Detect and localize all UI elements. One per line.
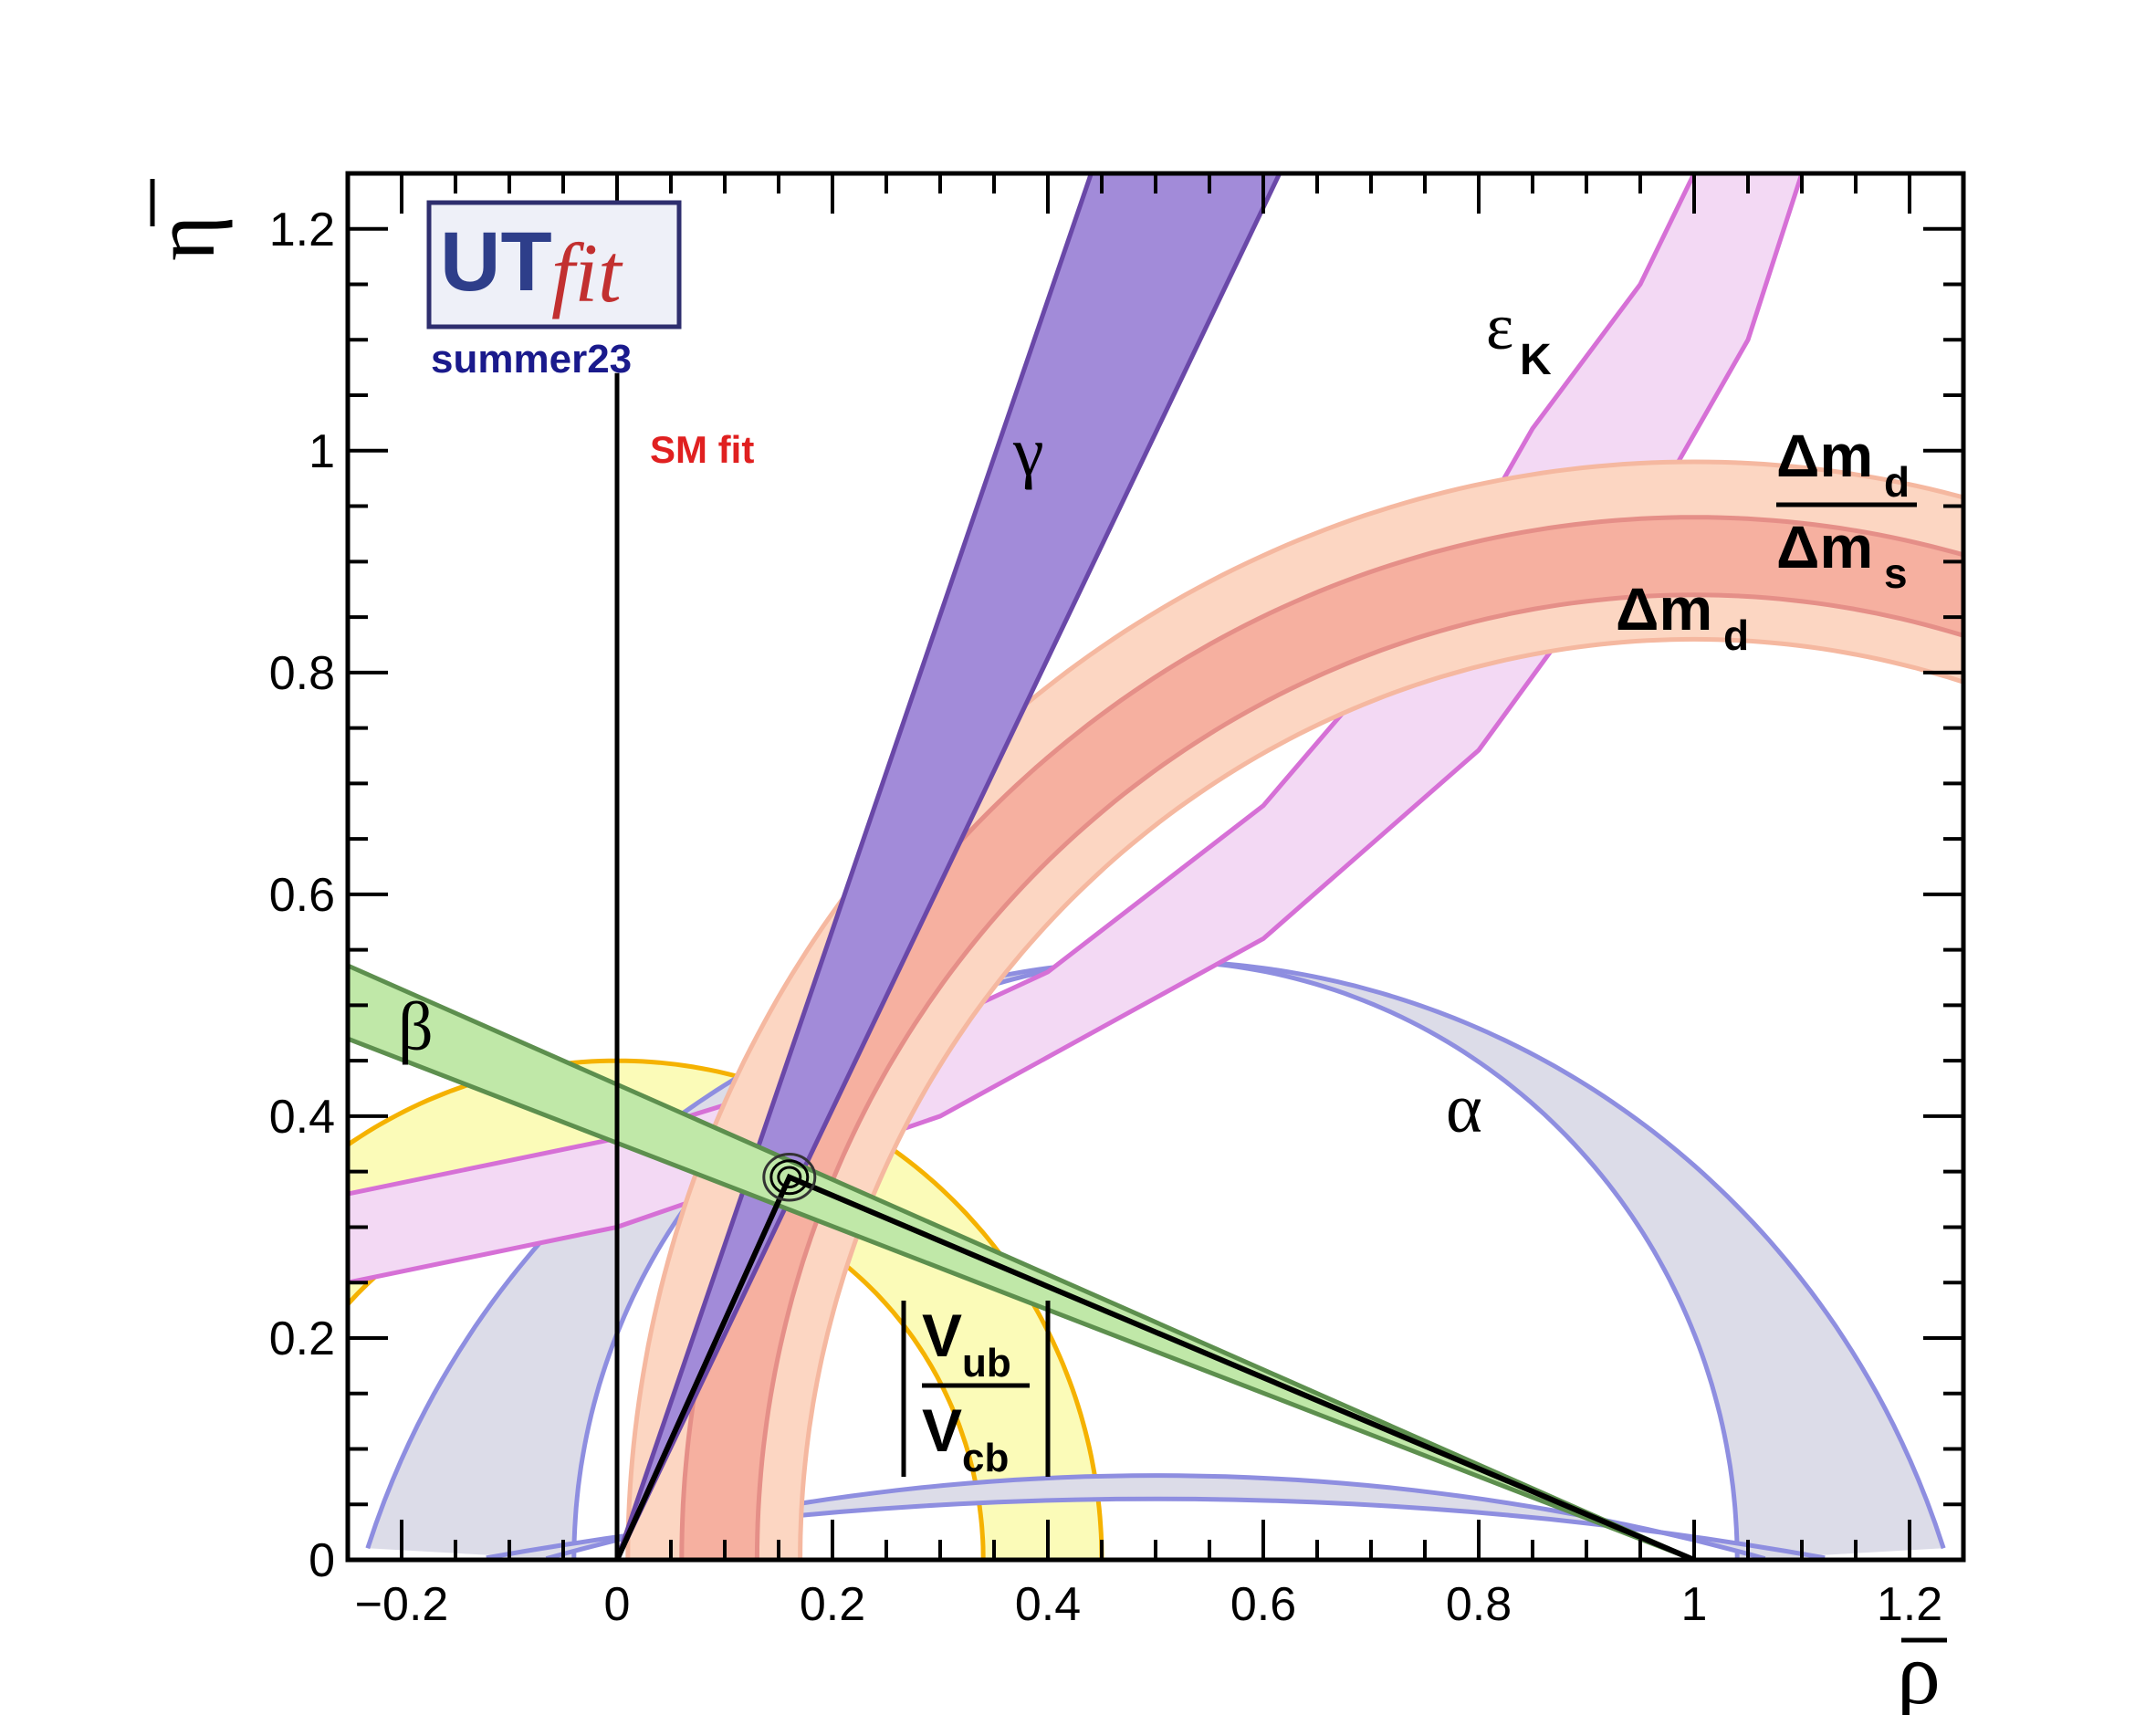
epsilon-k-label: ε K: [1486, 290, 1552, 384]
epsilon-k-band-edge-inner: [348, 173, 1805, 1285]
vcb-subscript: cb: [962, 1436, 1009, 1480]
delta-md-band-edge-inner: [798, 636, 1963, 1560]
x-tick-label: 1: [1681, 1578, 1708, 1631]
logo-ut: UT: [440, 215, 552, 308]
gamma-band-edge-inner: [614, 173, 1094, 1560]
y-tick-label: 0.6: [269, 869, 335, 922]
y-tick-label: 0.8: [269, 647, 335, 700]
triangle-overlay: [614, 372, 1696, 1560]
ratio-denominator-subscript: s: [1884, 549, 1908, 597]
epsilon-k-symbol: ε: [1486, 290, 1513, 363]
ratio-numerator: Δm: [1776, 422, 1873, 489]
x-tick-label: 1.2: [1877, 1578, 1942, 1631]
y-tick-label: 1.2: [269, 204, 335, 256]
ratio-numerator-subscript: d: [1884, 458, 1910, 506]
y-tick-label: 1: [309, 425, 335, 478]
sm-fit-label: SM fit: [650, 428, 754, 471]
campaign-label: summer23: [431, 337, 632, 382]
logo-border: [426, 200, 682, 329]
delta-md-subscript: d: [1723, 612, 1749, 659]
gamma-label: γ: [1012, 413, 1044, 490]
epsilon-k-subscript: K: [1520, 336, 1552, 384]
constraint-bands: [348, 173, 1963, 1560]
x-tick-label: −0.2: [355, 1578, 449, 1631]
y-tick-label: 0: [309, 1534, 335, 1587]
x-tick-label: 0.8: [1446, 1578, 1512, 1631]
x-tick-label: 0.2: [800, 1578, 865, 1631]
delta-md-ratio-band-edge-inner: [754, 592, 1963, 1560]
y-axis-title: η: [135, 215, 233, 261]
x-tick-label: 0: [604, 1578, 631, 1631]
unitarity-triangle: [614, 1173, 1696, 1560]
vcb-text: V: [922, 1396, 962, 1464]
alpha-label: α: [1446, 1071, 1482, 1147]
apex-contour-1: [777, 1166, 802, 1189]
utfit-logo: UT fit summer23: [426, 200, 682, 382]
ratio-label: Δm d Δm s: [1776, 422, 1917, 597]
vub-text: V: [922, 1302, 962, 1369]
axes: −0.2 0 0.2 0.4 0.6 0.8 1 1.2 0 0.2 0.4 0.6 0.8 1 1.2: [269, 172, 1965, 1631]
x-tick-label: 0.4: [1015, 1578, 1081, 1631]
gamma-band-edge-outer: [614, 173, 1282, 1560]
apex-contour-2: [769, 1159, 810, 1196]
y-axis-title-text: η: [135, 215, 233, 261]
delta-md-symbol: Δm: [1616, 575, 1712, 643]
apex-contour-3: [762, 1153, 817, 1202]
delta-md-band-edge-outer: [625, 459, 1963, 1560]
logo-fit: fit: [551, 226, 623, 319]
y-tick-label: 0.2: [269, 1312, 335, 1365]
beta-band-edge-inner: [348, 963, 1696, 1560]
vub-vcb-label: V ub V cb: [901, 1301, 1051, 1480]
vub-subscript: ub: [962, 1341, 1011, 1386]
epsilon-k-band: [348, 173, 1802, 1283]
beta-band-edge-outer: [348, 1036, 1695, 1560]
x-axis-title: ρ: [1897, 1625, 1947, 1715]
alpha-band-upper: [367, 960, 1944, 1560]
x-tick-label: 0.6: [1230, 1578, 1296, 1631]
ratio-denominator: Δm: [1776, 513, 1873, 580]
delta-md-label: Δm d: [1616, 575, 1749, 659]
y-tick-label: 0.4: [269, 1091, 335, 1144]
beta-label: β: [398, 988, 434, 1065]
